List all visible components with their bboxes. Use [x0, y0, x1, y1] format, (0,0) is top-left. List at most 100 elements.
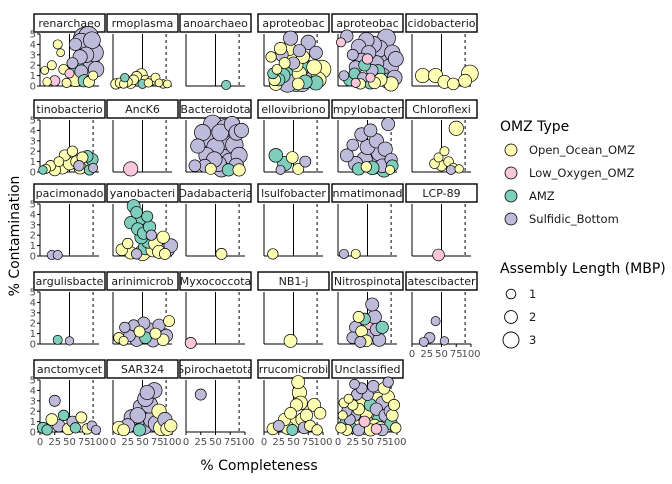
facet-panel: rmoplasma: [106, 13, 179, 90]
data-point: [83, 31, 101, 50]
data-point: [52, 39, 63, 50]
data-point: [139, 384, 155, 400]
facet-strip: [33, 183, 106, 203]
y-tick-label: 4: [30, 210, 36, 221]
facet-strip: [331, 183, 404, 203]
facet-strip-label: LCP-89: [422, 187, 460, 200]
data-point: [61, 77, 72, 88]
data-point: [66, 57, 79, 70]
facet-strip: [106, 99, 179, 119]
x-tick-label: 50: [435, 349, 448, 360]
data-point: [52, 250, 63, 260]
data-point: [387, 51, 404, 67]
size-legend-key: [505, 288, 517, 300]
facet-strip-label: Unclassified: [334, 363, 400, 376]
x-tick-label: 75: [151, 437, 164, 448]
facet-strip: [331, 13, 404, 33]
data-point: [52, 334, 63, 345]
x-tick-label: 100: [313, 437, 332, 448]
data-point: [122, 237, 134, 250]
facet-strip-label: Spirochaetota: [177, 363, 254, 376]
facet-strip-label: SAR324: [121, 363, 164, 376]
y-tick-label: 2: [30, 319, 36, 330]
y-tick-label: 2: [30, 231, 36, 242]
x-tick-label: 0: [409, 349, 415, 360]
data-point: [162, 79, 172, 89]
data-point: [129, 407, 146, 424]
data-point: [265, 51, 277, 63]
facet-strip: [179, 359, 252, 379]
data-point: [45, 413, 59, 426]
data-point: [350, 248, 361, 259]
x-tick-label: 25: [346, 437, 359, 448]
data-point: [149, 327, 162, 340]
data-point: [64, 68, 75, 79]
y-tick-label: 0: [30, 428, 36, 439]
facet-panel: LCP-89: [405, 183, 478, 262]
x-tick-label: 75: [224, 437, 237, 448]
x-tick-label: 0: [335, 437, 341, 448]
data-point: [118, 335, 129, 346]
data-point: [370, 423, 382, 435]
data-point: [430, 316, 441, 327]
data-point: [367, 380, 380, 393]
data-point: [64, 336, 75, 346]
facet-panel: anoarchaeo: [179, 13, 252, 90]
facet-strip: [106, 13, 179, 33]
x-tick-label: 25: [272, 437, 285, 448]
data-point: [284, 407, 297, 420]
facet-strip-label: argulisbacte: [36, 275, 104, 288]
data-point: [119, 321, 131, 333]
color-legend-label: Low_Oxygen_OMZ: [529, 166, 634, 180]
size-legend-title: Assembly Length (MBP): [500, 261, 666, 277]
facet-strip-label: anctomycet: [37, 363, 103, 376]
x-tick-label: 25: [194, 437, 207, 448]
data-point: [381, 117, 396, 132]
color-legend-key: [504, 189, 518, 203]
data-point: [361, 53, 374, 65]
data-point: [352, 423, 365, 437]
facet-strip-label: anoarchaeo: [183, 17, 248, 30]
facet-strip-label: AncK6: [125, 103, 160, 116]
x-tick-label: 75: [450, 349, 463, 360]
color-legend-key: [504, 212, 518, 226]
data-point: [343, 393, 354, 404]
facet-panel: Bacteroidota: [179, 99, 252, 178]
data-point: [386, 409, 399, 422]
data-point: [291, 77, 305, 91]
facet-panel: NB1-j: [257, 271, 330, 348]
facet-strip-label: pacimonado: [36, 187, 104, 200]
x-tick-label: 100: [235, 437, 254, 448]
facet-strip: [257, 183, 330, 203]
x-tick-label: 75: [302, 437, 315, 448]
y-tick-label: 1: [30, 241, 36, 252]
facet-panel: mpylobacter: [331, 99, 404, 178]
data-point: [194, 124, 211, 141]
facet-strip: [331, 359, 404, 379]
y-tick-label: 3: [30, 308, 36, 319]
facet-strip-label: rmoplasma: [112, 17, 174, 30]
data-point: [154, 78, 164, 88]
data-point: [338, 248, 349, 259]
data-point: [299, 155, 312, 168]
data-point: [309, 45, 323, 60]
facet-strip-label: rrucomicrobi: [259, 363, 328, 376]
data-point: [286, 424, 299, 436]
facet-strip-label: Dadabacteria: [178, 187, 252, 200]
data-point: [349, 378, 360, 390]
facet-strip-label: lsulfobacter: [261, 187, 326, 200]
data-point: [91, 424, 102, 435]
data-point: [283, 334, 298, 348]
facet-strip-label: Bacteroidota: [180, 103, 250, 116]
facet-panel: AncK6: [106, 99, 179, 177]
data-point: [117, 423, 130, 437]
x-tick-label: 100: [89, 437, 108, 448]
data-point: [291, 375, 306, 389]
x-tick-label: 0: [110, 437, 116, 448]
data-point: [292, 162, 305, 175]
data-point: [68, 37, 82, 51]
